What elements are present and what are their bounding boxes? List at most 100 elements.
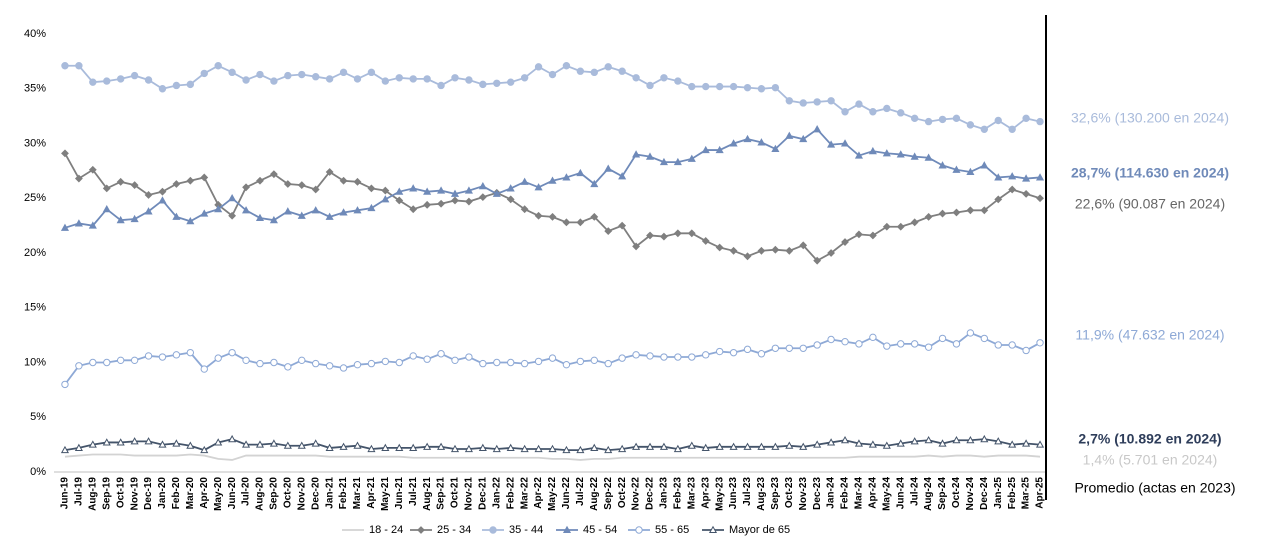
marker — [311, 185, 320, 194]
marker — [451, 356, 459, 365]
marker — [604, 359, 612, 368]
marker — [479, 80, 487, 89]
x-tick-label: Oct-19 — [115, 477, 126, 509]
marker — [576, 168, 585, 177]
x-tick-label: Jul-22 — [575, 477, 586, 506]
x-tick-label: Jan-23 — [659, 477, 670, 509]
marker — [172, 351, 181, 359]
marker — [130, 181, 139, 190]
series — [61, 329, 1044, 389]
marker — [520, 74, 529, 82]
marker — [158, 353, 167, 361]
marker — [75, 62, 83, 70]
marker — [89, 78, 97, 86]
x-tick-label: May-24 — [881, 477, 892, 511]
marker — [548, 444, 557, 453]
marker — [409, 352, 417, 360]
series — [60, 125, 1045, 231]
x-tick-label: Nov-23 — [798, 477, 809, 511]
marker — [1022, 174, 1031, 182]
y-tick-label: 25% — [24, 192, 46, 204]
marker — [632, 351, 640, 359]
x-tick-label: Nov-20 — [296, 477, 307, 511]
y-tick-label: 40% — [24, 28, 46, 40]
marker — [854, 439, 864, 447]
marker — [771, 245, 780, 254]
marker — [450, 444, 460, 453]
marker — [144, 437, 153, 445]
x-tick-label: Aug-19 — [87, 477, 98, 511]
marker — [186, 217, 195, 225]
marker — [214, 204, 223, 213]
annotation: 28,7% (114.630 en 2024) — [1071, 165, 1229, 181]
x-tick-label: Apr-24 — [868, 477, 879, 509]
marker — [868, 440, 877, 448]
marker — [1022, 346, 1030, 355]
marker — [325, 362, 334, 370]
marker — [785, 131, 794, 139]
marker — [702, 82, 710, 91]
marker — [590, 68, 598, 77]
marker — [367, 68, 376, 77]
marker — [228, 68, 236, 77]
marker — [715, 82, 724, 91]
marker — [604, 164, 613, 172]
marker — [88, 165, 97, 174]
y-tick-label: 35% — [24, 83, 46, 95]
marker — [116, 215, 125, 224]
marker — [1035, 173, 1045, 181]
marker — [757, 138, 766, 146]
x-tick-label: Dec-24 — [979, 477, 990, 510]
marker — [576, 357, 585, 366]
x-tick-label: Jun-22 — [561, 477, 572, 510]
marker — [910, 218, 919, 227]
marker — [395, 74, 403, 82]
marker — [562, 173, 571, 181]
marker — [632, 442, 641, 450]
annotation: 1,4% (5.701 en 2024) — [1083, 452, 1218, 468]
marker — [882, 222, 891, 231]
legend-label: 45 - 54 — [583, 524, 617, 536]
marker — [576, 218, 585, 227]
marker — [228, 434, 237, 443]
x-tick-label: May-23 — [714, 477, 725, 511]
x-tick-label: Feb-24 — [840, 477, 851, 510]
marker — [144, 76, 153, 84]
marker — [980, 434, 989, 443]
marker — [604, 63, 612, 71]
marker — [827, 249, 835, 257]
marker — [144, 352, 153, 360]
x-tick-label: Sep-24 — [937, 477, 948, 510]
marker — [367, 203, 376, 212]
marker — [241, 440, 251, 448]
marker — [855, 230, 863, 239]
annotation: 32,6% (130.200 en 2024) — [1071, 110, 1229, 126]
marker — [520, 359, 529, 368]
marker — [576, 445, 585, 454]
marker — [298, 70, 306, 79]
marker — [353, 360, 362, 369]
marker — [423, 355, 431, 363]
marker — [437, 81, 445, 90]
marker — [841, 108, 849, 116]
x-tick-label: Dec-20 — [310, 477, 321, 510]
marker — [61, 62, 69, 70]
marker — [855, 340, 863, 348]
marker — [228, 211, 237, 220]
marker — [715, 347, 724, 356]
marker — [395, 187, 404, 195]
marker — [339, 442, 348, 450]
marker — [618, 172, 627, 180]
marker — [966, 436, 975, 444]
marker — [144, 207, 153, 215]
x-tick-label: May-21 — [380, 477, 391, 511]
marker — [60, 445, 70, 454]
marker — [980, 206, 989, 215]
x-tick-label: Dec-23 — [812, 477, 823, 510]
marker — [339, 208, 348, 216]
marker — [785, 344, 794, 352]
marker — [562, 525, 572, 534]
marker — [729, 348, 738, 357]
x-tick-label: Oct-23 — [784, 477, 795, 509]
legend-label: Mayor de 65 — [729, 524, 790, 536]
